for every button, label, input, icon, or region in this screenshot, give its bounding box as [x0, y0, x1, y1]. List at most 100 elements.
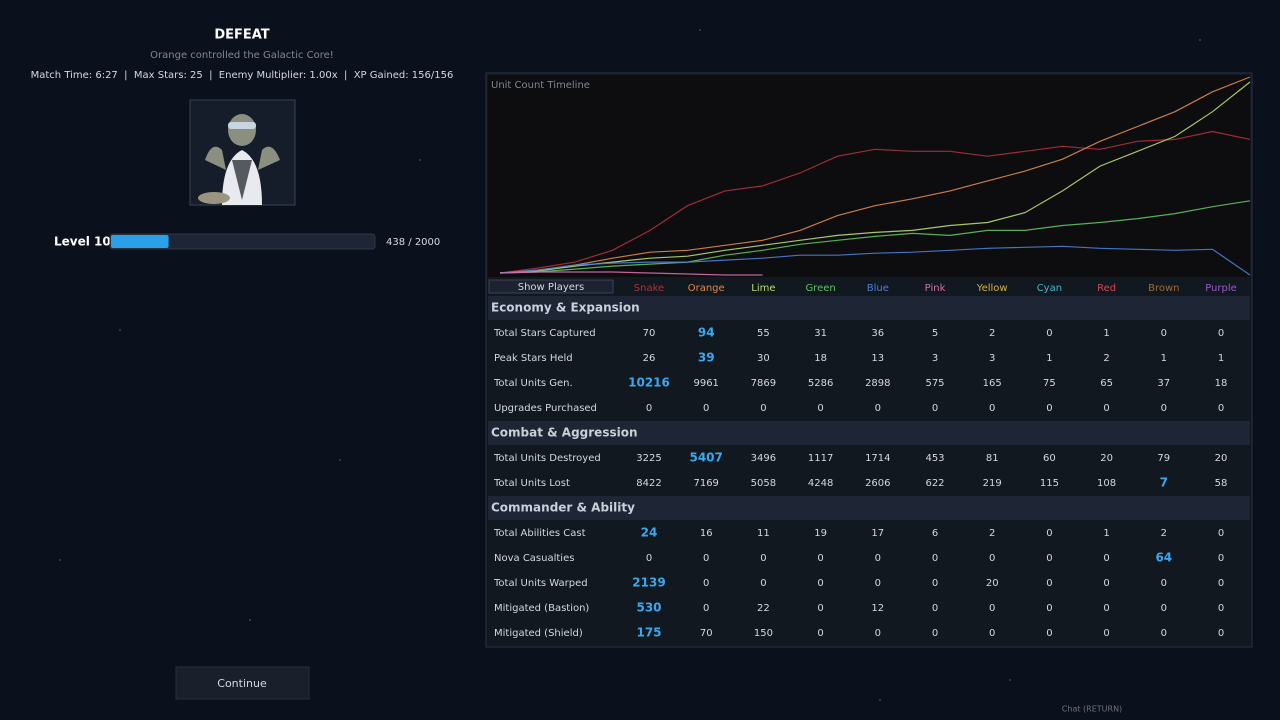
stat-value: 0	[932, 578, 938, 589]
portrait	[198, 114, 280, 205]
player-name: Blue	[867, 283, 889, 294]
stat-value: 2	[1161, 528, 1167, 539]
stat-value: 2	[989, 328, 995, 339]
stat-value: 150	[754, 628, 773, 639]
stat-value: 0	[817, 578, 823, 589]
stat-value: 3	[932, 353, 938, 364]
stat-value: 0	[703, 603, 709, 614]
stat-value: 0	[1103, 628, 1109, 639]
stat-value: 12	[871, 603, 884, 614]
timeline-title: Unit Count Timeline	[491, 80, 590, 91]
stat-value: 2	[1103, 353, 1109, 364]
stat-value: 7869	[751, 378, 776, 389]
stat-value: 108	[1097, 478, 1116, 489]
stat-value: 0	[1161, 603, 1167, 614]
show-players-button[interactable]	[488, 279, 614, 294]
stat-value: 58	[1215, 478, 1228, 489]
stat-value: 0	[817, 553, 823, 564]
timeline-line	[499, 76, 1251, 274]
timeline-line	[499, 271, 763, 276]
continue-button[interactable]	[175, 666, 310, 700]
stat-value: 0	[646, 553, 652, 564]
stat-value: 37	[1157, 378, 1170, 389]
stat-value: 17	[871, 528, 884, 539]
show-players-label[interactable]: Show Players	[518, 282, 585, 293]
stat-value: 0	[760, 553, 766, 564]
stat-value: 3225	[636, 453, 661, 464]
stat-value: 2606	[865, 478, 890, 489]
stat-value: 0	[703, 553, 709, 564]
stars	[59, 29, 1201, 701]
stat-value: 0	[875, 628, 881, 639]
stat-value: 0	[932, 553, 938, 564]
timeline-line	[499, 200, 1251, 274]
stat-value: 2139	[632, 576, 665, 590]
stat-value: 0	[1218, 578, 1224, 589]
stat-value: 20	[1215, 453, 1228, 464]
continue-label[interactable]: Continue	[217, 677, 267, 690]
stat-value: 0	[1046, 528, 1052, 539]
stat-value: 219	[983, 478, 1002, 489]
stat-value: 0	[1046, 553, 1052, 564]
stat-value: 55	[757, 328, 770, 339]
stat-value: 0	[1218, 328, 1224, 339]
stat-value: 115	[1040, 478, 1059, 489]
timeline-line	[499, 81, 1251, 274]
stat-value: 1	[1103, 328, 1109, 339]
stat-value: 0	[875, 553, 881, 564]
stat-value: 5407	[689, 451, 722, 465]
stat-value: 0	[932, 603, 938, 614]
xp-label: 438 / 2000	[386, 237, 440, 248]
stat-value: 0	[989, 403, 995, 414]
stat-value: 70	[700, 628, 713, 639]
stat-value: 1714	[865, 453, 890, 464]
stat-value: 0	[1218, 628, 1224, 639]
stat-value: 22	[757, 603, 770, 614]
stat-value: 20	[986, 578, 999, 589]
timeline-area	[488, 75, 1250, 277]
chat-hint: Chat (RETURN)	[1062, 705, 1122, 714]
row-label: Peak Stars Held	[494, 353, 573, 364]
stat-value: 0	[817, 628, 823, 639]
stat-value: 5	[932, 328, 938, 339]
stat-value: 10216	[628, 376, 670, 390]
stat-value: 175	[636, 626, 661, 640]
stat-value: 64	[1155, 551, 1172, 565]
stat-value: 0	[703, 403, 709, 414]
row-label: Total Stars Captured	[493, 328, 596, 339]
player-name: Lime	[751, 283, 775, 294]
stat-value: 3	[989, 353, 995, 364]
stat-value: 1	[1161, 353, 1167, 364]
player-name: Snake	[634, 283, 664, 294]
stat-value: 0	[1046, 603, 1052, 614]
stat-value: 0	[875, 403, 881, 414]
stat-value: 0	[1103, 553, 1109, 564]
timeline-line	[499, 130, 1251, 274]
stat-value: 0	[760, 403, 766, 414]
stat-value: 530	[636, 601, 661, 615]
stat-value: 5286	[808, 378, 833, 389]
stat-value: 0	[1161, 628, 1167, 639]
stat-value: 79	[1157, 453, 1170, 464]
player-name: Cyan	[1037, 283, 1062, 294]
stat-value: 165	[983, 378, 1002, 389]
row-label: Total Units Destroyed	[493, 453, 601, 464]
stat-value: 0	[703, 578, 709, 589]
stat-value: 0	[1103, 403, 1109, 414]
stat-value: 26	[643, 353, 656, 364]
row-label: Upgrades Purchased	[494, 403, 597, 414]
section-title: Economy & Expansion	[491, 301, 640, 315]
stat-value: 8422	[636, 478, 661, 489]
stat-value: 36	[871, 328, 884, 339]
stat-value: 18	[1215, 378, 1228, 389]
stat-value: 39	[698, 351, 715, 365]
row-label: Nova Casualties	[494, 553, 574, 564]
xp-track	[109, 233, 376, 250]
section-band	[488, 496, 1250, 520]
stat-value: 0	[932, 628, 938, 639]
section-title: Combat & Aggression	[491, 426, 638, 440]
player-name: Orange	[688, 283, 725, 294]
xp-fill	[111, 235, 169, 248]
